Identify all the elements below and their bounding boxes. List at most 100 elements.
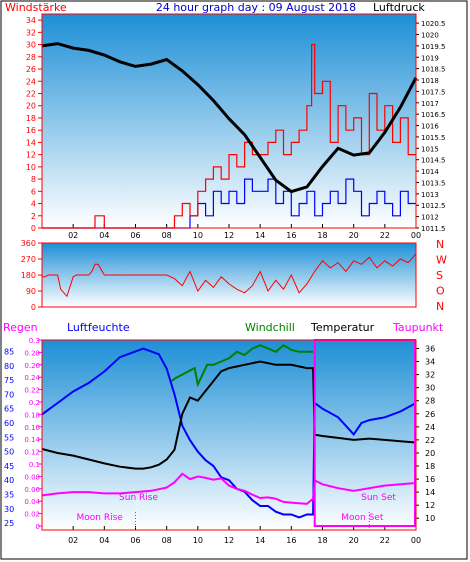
temperature-time-tick-label: 16 xyxy=(286,536,296,545)
wind-tick-label: 34 xyxy=(26,16,36,25)
direction-tick-label: 270 xyxy=(21,255,36,264)
pressure-tick-label: 1019 xyxy=(421,54,439,62)
pressure-tick-label: 1012 xyxy=(421,214,439,222)
temperature-time-tick-label: 18 xyxy=(317,536,327,545)
temperature-time-tick-label: 14 xyxy=(255,536,265,545)
temperature-time-tick-label: 06 xyxy=(130,536,140,545)
temperature-tick-label: 12 xyxy=(425,501,435,510)
pressure-tick-label: 1018 xyxy=(421,77,439,85)
direction-tick-label: 0 xyxy=(31,303,36,312)
wind-tick-label: 32 xyxy=(26,28,36,37)
temperature-time-tick-label: 10 xyxy=(193,536,203,545)
rain-tick-label: 0.22 xyxy=(24,387,40,395)
humidity-tick-label: 75 xyxy=(4,376,14,385)
humidity-tick-label: 30 xyxy=(4,505,14,514)
wind-tick-label: 24 xyxy=(26,77,36,86)
direction-tick-label: 180 xyxy=(21,271,36,280)
compass-letter: O xyxy=(436,285,445,298)
dewpoint-series xyxy=(41,472,417,505)
wind-tick-label: 4 xyxy=(31,200,36,209)
pressure-tick-label: 1011.5 xyxy=(421,225,446,233)
humidity-tick-label: 50 xyxy=(4,448,14,457)
temperature-tick-label: 32 xyxy=(425,371,435,380)
wind-time-tick-label: 16 xyxy=(286,231,296,240)
wind-tick-label: 26 xyxy=(26,65,36,74)
pressure-tick-label: 1018.5 xyxy=(421,66,446,74)
pressure-tick-label: 1014 xyxy=(421,168,439,176)
rain-tick-label: 0.08 xyxy=(24,473,40,481)
temperature-time-tick-label: 04 xyxy=(99,536,109,545)
temperature-series xyxy=(41,360,417,470)
pressure-tick-label: 1015 xyxy=(421,145,439,153)
temperature-time-tick-label: 22 xyxy=(380,536,390,545)
pressure-tick-label: 1015.5 xyxy=(421,134,446,142)
direction-degree-ticks: 0 90 180 270 360 xyxy=(21,239,42,312)
pressure-series xyxy=(41,42,418,194)
rain-ticks: 0 0.02 0.04 0.06 0.08 0.1 0.12 0.14 0.16 0.18 0.2 0… xyxy=(24,337,42,531)
humidity-tick-label: 25 xyxy=(4,519,14,528)
temperature-tick-label: 30 xyxy=(425,384,435,393)
wind-tick-label: 12 xyxy=(26,151,36,160)
wind-speed-series xyxy=(42,178,416,229)
rain-tick-label: 0.12 xyxy=(24,449,40,457)
humidity-tick-label: 70 xyxy=(4,390,14,399)
temperature-time-tick-label: 08 xyxy=(162,536,172,545)
temperature-tick-label: 18 xyxy=(425,462,435,471)
rain-tick-label: 0.2 xyxy=(29,399,40,407)
moon-rise-label: Moon Rise xyxy=(77,513,124,523)
pressure-tick-label: 1012.5 xyxy=(421,202,446,210)
humidity-tick-label: 80 xyxy=(4,362,14,371)
sun-rise-label: Sun Rise xyxy=(119,493,158,503)
pressure-tick-label: 1019.5 xyxy=(421,43,446,51)
temperature-time-tick-label: 00 xyxy=(411,536,421,545)
wind-tick-label: 20 xyxy=(26,102,36,111)
temperature-panel: Regen Luftfeuchte Windchill Temperatur T… xyxy=(3,321,444,545)
pressure-tick-label: 1016 xyxy=(421,123,439,131)
compass-letter: S xyxy=(436,269,443,282)
rain-tick-label: 0.1 xyxy=(29,461,40,469)
wind-time-tick-label: 10 xyxy=(193,231,203,240)
direction-plot-frame xyxy=(41,242,417,308)
rain-tick-label: 0.28 xyxy=(24,349,40,357)
rain-tick-label: 0 xyxy=(36,523,40,531)
humidity-tick-label: 85 xyxy=(4,347,14,356)
temperature-tick-label: 22 xyxy=(425,436,435,445)
direction-plot-background xyxy=(42,243,416,307)
wind-time-tick-label: 08 xyxy=(162,231,172,240)
pressure-tick-label: 1013.5 xyxy=(421,179,446,187)
sun-set-label: Sun Set xyxy=(361,493,396,503)
humidity-tick-label: 40 xyxy=(4,476,14,485)
wind-tick-label: 2 xyxy=(31,212,36,221)
wind-time-ticks: 02 04 06 08 10 12 14 16 18 20 22 00 xyxy=(68,224,421,240)
wind-tick-label: 22 xyxy=(26,89,36,98)
wind-tick-label: 8 xyxy=(31,175,36,184)
wind-tick-label: 30 xyxy=(26,41,36,50)
direction-tick-label: 90 xyxy=(26,287,36,296)
temperature-tick-label: 26 xyxy=(425,410,435,419)
wind-tick-label: 18 xyxy=(26,114,36,123)
temperature-plot-frame xyxy=(41,339,417,531)
wind-tick-label: 6 xyxy=(31,187,36,196)
direction-tick-label: 360 xyxy=(21,239,36,248)
rain-tick-label: 0.04 xyxy=(24,498,40,506)
humidity-axis-label: Luftfeuchte xyxy=(67,321,130,334)
temperature-tick-label: 36 xyxy=(425,344,435,353)
wind-time-tick-label: 06 xyxy=(130,231,140,240)
pressure-ticks: 1011.5 1012 1012.5 1013 1013.5 1014 1014.5 1015… xyxy=(416,20,446,233)
temperature-tick-label: 10 xyxy=(425,514,435,523)
rain-tick-label: 0.18 xyxy=(24,411,40,419)
pressure-tick-label: 1014.5 xyxy=(421,157,446,165)
temperature-tick-label: 28 xyxy=(425,397,435,406)
pressure-tick-label: 1017.5 xyxy=(421,88,446,96)
windchill-legend-label: Windchill xyxy=(245,321,295,334)
wind-time-tick-label: 02 xyxy=(68,231,78,240)
rain-tick-label: 0.14 xyxy=(24,436,40,444)
dewpoint-legend-label: Taupunkt xyxy=(392,321,444,334)
wind-time-tick-label: 14 xyxy=(255,231,265,240)
rain-tick-label: 0.26 xyxy=(24,362,40,370)
humidity-ticks: 25 30 35 40 45 50 55 60 65 70 75 80 85 xyxy=(4,347,14,528)
wind-tick-label: 14 xyxy=(26,138,36,147)
